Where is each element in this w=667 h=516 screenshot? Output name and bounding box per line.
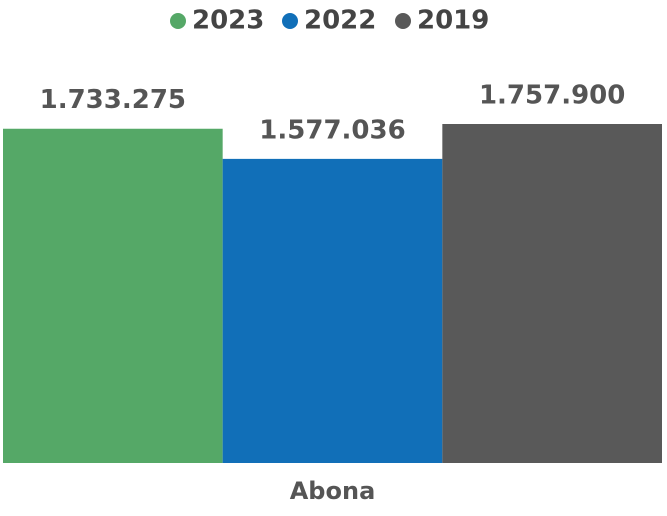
legend-marker	[170, 13, 186, 29]
legend-label: 2023	[192, 6, 264, 36]
data-label: 1.733.275	[40, 85, 186, 115]
bar	[3, 128, 223, 463]
x-tick-label: Abona	[290, 477, 376, 505]
bar	[222, 158, 443, 464]
legend-label: 2019	[417, 6, 489, 36]
bar	[442, 124, 662, 463]
data-label: 1.757.900	[479, 81, 625, 111]
legend-marker	[282, 13, 298, 29]
legend-label: 2022	[304, 6, 376, 36]
legend-marker	[395, 13, 411, 29]
data-label: 1.577.036	[259, 115, 405, 145]
